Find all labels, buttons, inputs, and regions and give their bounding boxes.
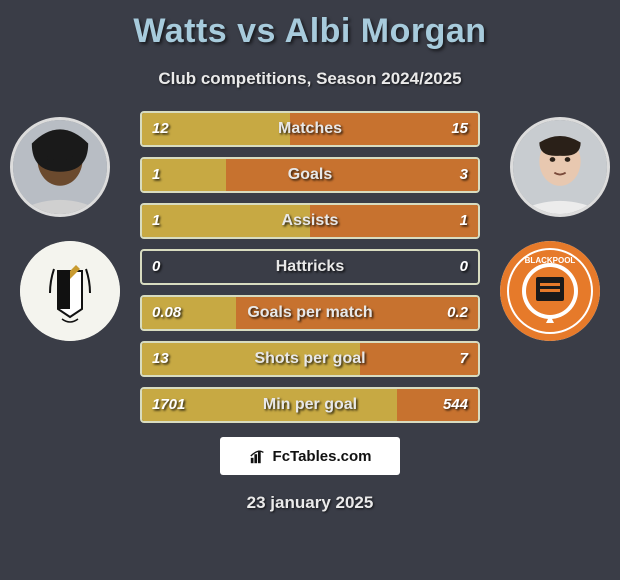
stat-fill-left: [142, 343, 360, 375]
player-right-avatar-icon: [513, 120, 607, 214]
stat-row: 137Shots per goal: [140, 341, 480, 377]
svg-text:BLACKPOOL: BLACKPOOL: [525, 256, 576, 265]
club-left-badge-icon: [20, 241, 120, 341]
club-left-badge: [20, 241, 120, 341]
stat-fill-right: [290, 113, 478, 145]
player-right-avatar: [510, 117, 610, 217]
stat-value-left: 13: [152, 343, 169, 375]
stat-value-left: 1: [152, 205, 160, 237]
stat-row: 13Goals: [140, 157, 480, 193]
stats-container: 1215Matches13Goals11Assists00Hattricks0.…: [140, 111, 480, 423]
fctables-logo-icon: [249, 447, 267, 465]
stat-value-left: 1701: [152, 389, 185, 421]
stat-row: 11Assists: [140, 203, 480, 239]
stat-value-left: 0: [152, 251, 160, 283]
page-title: Watts vs Albi Morgan: [0, 0, 620, 51]
stat-fill-right: [236, 297, 478, 329]
stat-value-right: 3: [460, 159, 468, 191]
stat-fill-left: [142, 205, 310, 237]
stat-label: Hattricks: [142, 251, 478, 283]
stat-value-right: 0.2: [447, 297, 468, 329]
footer-brand-badge: FcTables.com: [220, 437, 400, 475]
stat-fill-right: [226, 159, 478, 191]
stat-row: 1701544Min per goal: [140, 387, 480, 423]
stat-value-right: 7: [460, 343, 468, 375]
player-left-avatar: [10, 117, 110, 217]
footer-brand-text: FcTables.com: [273, 448, 372, 465]
club-right-badge-icon: BLACKPOOL: [500, 241, 600, 341]
stat-value-right: 544: [443, 389, 468, 421]
stat-value-right: 1: [460, 205, 468, 237]
stat-value-right: 0: [460, 251, 468, 283]
stat-fill-right: [310, 205, 478, 237]
stat-value-left: 12: [152, 113, 169, 145]
stat-row: 1215Matches: [140, 111, 480, 147]
stat-value-left: 0.08: [152, 297, 181, 329]
stat-row: 0.080.2Goals per match: [140, 295, 480, 331]
club-right-badge: BLACKPOOL: [500, 241, 600, 341]
stat-value-left: 1: [152, 159, 160, 191]
date-text: 23 january 2025: [0, 493, 620, 513]
stat-value-right: 15: [451, 113, 468, 145]
stat-row: 0 0Hattricks: [140, 249, 480, 285]
subtitle: Club competitions, Season 2024/2025: [0, 69, 620, 89]
player-left-avatar-icon: [13, 120, 107, 214]
content-area: BLACKPOOL 1215Matches13Goals11Assists00H…: [0, 111, 620, 423]
